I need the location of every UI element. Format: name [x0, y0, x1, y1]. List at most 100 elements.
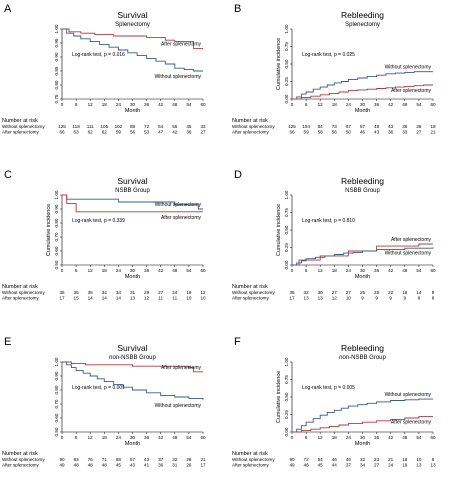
y-tick-label: 0.95 [54, 38, 59, 47]
risk-table-title: Number at risk [232, 284, 268, 290]
x-tick-label: 42 [158, 435, 164, 440]
chart-subtitle: non-NSBB Group [109, 355, 156, 361]
series-line-without-splenectomy [292, 71, 433, 100]
y-tick-label: 0.90 [54, 52, 59, 61]
risk-value: 35 [74, 290, 80, 295]
logrank-annotation: Log-rank test, p = 0.016 [72, 52, 125, 58]
logrank-annotation: Log-rank test, p = 0.810 [302, 218, 355, 224]
y-tick-label: 0.50 [54, 427, 59, 436]
y-tick-label: 1.00 [284, 357, 289, 366]
risk-table-title: Number at risk [2, 451, 38, 457]
risk-value: 71 [102, 457, 108, 462]
chart-subtitle: Splenectomy [115, 22, 150, 28]
risk-value: 84 [318, 124, 324, 129]
y-tick-label: 1.00 [54, 24, 59, 33]
x-tick-label: 18 [332, 435, 338, 440]
panel-letter: E [4, 336, 11, 348]
x-axis-label: Month [125, 274, 140, 280]
series-line-after-splenectomy [62, 28, 203, 50]
chart-title: Survival [117, 343, 147, 353]
chart-subtitle: Splenectomy [345, 22, 380, 28]
series-label-after-splenectomy: After splenectomy [391, 420, 432, 426]
x-tick-label: 36 [144, 268, 150, 273]
risk-row-label: Without splenectomy [232, 457, 275, 462]
risk-value: 34 [102, 290, 108, 295]
x-tick-label: 30 [360, 435, 366, 440]
panel-letter: F [234, 336, 241, 348]
x-tick-label: 30 [130, 435, 136, 440]
chart-title: Rebleeding [341, 10, 384, 20]
risk-value: 66 [59, 130, 65, 135]
risk-value: 14 [102, 296, 108, 301]
risk-value: 66 [289, 130, 295, 135]
series-label-without-splenectomy: Without splenectomy [155, 202, 202, 208]
y-tick-label: 1.00 [54, 190, 59, 199]
y-tick-label: 0.75 [284, 375, 289, 384]
risk-table-title: Number at risk [232, 451, 268, 457]
series-line-without-splenectomy [62, 361, 204, 400]
risk-value: 17 [200, 463, 206, 468]
x-tick-label: 48 [402, 268, 408, 273]
series-label-without-splenectomy: Without splenectomy [155, 74, 202, 80]
chart-panel-a: A Survival Splenectomy 1.00 0.95 0.90 0.85 0.80… [2, 3, 206, 135]
y-axis-label: Cumulative incidence [276, 38, 282, 90]
x-tick-label: 30 [130, 268, 136, 273]
risk-value: 59 [304, 130, 310, 135]
x-tick-label: 30 [130, 102, 136, 107]
series-label-without-splenectomy: Without splenectomy [155, 403, 202, 409]
risk-value: 13 [416, 463, 422, 468]
x-tick-label: 6 [305, 435, 308, 440]
x-tick-label: 18 [332, 102, 338, 107]
risk-value: 90 [59, 457, 65, 462]
chart-title: Survival [117, 176, 147, 186]
risk-value: 40 [346, 457, 352, 462]
x-tick-label: 12 [88, 102, 94, 107]
chart-subtitle: NSBB Group [345, 188, 380, 194]
risk-value: 10 [200, 296, 206, 301]
x-tick-label: 0 [61, 268, 64, 273]
risk-value: 37 [158, 457, 164, 462]
risk-value: 24 [172, 290, 178, 295]
y-axis-label: Cumulative incidence [46, 204, 52, 256]
panel-letter: A [4, 3, 12, 15]
y-axis-label: Cumulative incidence [276, 371, 282, 423]
y-tick-label: 0.70 [54, 399, 59, 408]
x-tick-label: 54 [186, 102, 192, 107]
x-axis-label: Month [125, 108, 140, 114]
risk-value: 59 [116, 130, 122, 135]
risk-value: 105 [100, 124, 108, 129]
risk-value: 83 [74, 457, 80, 462]
x-tick-label: 0 [291, 102, 294, 107]
risk-value: 10 [416, 457, 422, 462]
risk-value: 10 [186, 296, 192, 301]
risk-value: 15 [74, 296, 80, 301]
x-tick-label: 12 [88, 435, 94, 440]
risk-value: 21 [200, 457, 206, 462]
x-tick-label: 24 [116, 102, 122, 107]
risk-value: 62 [102, 130, 108, 135]
risk-value: 21 [388, 457, 394, 462]
x-tick-label: 48 [402, 102, 408, 107]
logrank-annotation: Log-rank test, p = 0.025 [302, 52, 355, 58]
risk-value: 12 [332, 296, 338, 301]
chart-subtitle: non-NSBB Group [339, 355, 386, 361]
risk-value: 9 [361, 296, 364, 301]
risk-value: 26 [186, 463, 192, 468]
series-line-after-splenectomy [62, 361, 203, 373]
risk-value: 125 [288, 124, 296, 129]
risk-row-label: Without splenectomy [2, 124, 45, 129]
x-tick-label: 6 [75, 268, 78, 273]
x-tick-label: 36 [374, 435, 380, 440]
panel-letter: D [234, 169, 242, 181]
risk-value: 10 [346, 296, 352, 301]
y-tick-label: 0.50 [284, 59, 289, 68]
risk-value: 26 [186, 457, 192, 462]
risk-value: 25 [360, 290, 366, 295]
risk-value: 13 [304, 296, 310, 301]
risk-value: 41 [144, 463, 150, 468]
risk-value: 19 [402, 463, 408, 468]
y-tick-label: 0.80 [54, 218, 59, 227]
risk-row-label: After splenectomy [2, 130, 39, 135]
risk-value: 42 [172, 130, 178, 135]
risk-value: 90 [289, 457, 295, 462]
